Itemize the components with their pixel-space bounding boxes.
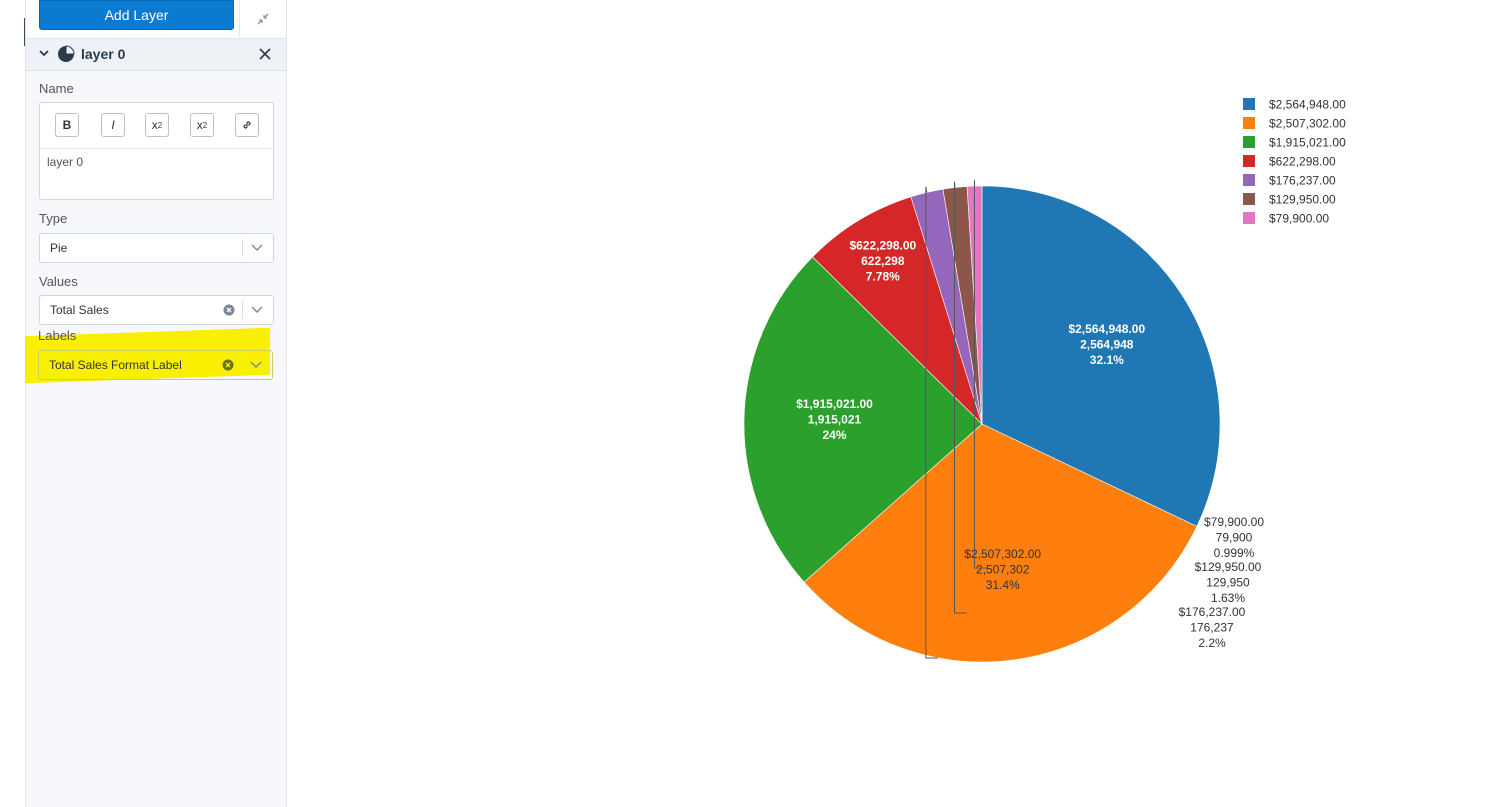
pie-slice-2 xyxy=(743,256,983,583)
chevron-down-icon[interactable] xyxy=(249,359,263,371)
legend-label-0: $2,564,948.00 xyxy=(1269,98,1346,112)
labels-label: Labels xyxy=(38,328,77,343)
leader-line-5 xyxy=(954,181,967,614)
slice-label-1-line-0: $2,507,302.00 xyxy=(964,547,1041,561)
legend-label-1: $2,507,302.00 xyxy=(1269,117,1346,131)
legend-swatch-5 xyxy=(1243,193,1255,205)
chevron-down-icon[interactable] xyxy=(250,242,264,254)
select-divider xyxy=(241,356,242,374)
slice-label-0-line-0: $2,564,948.00 xyxy=(1068,322,1145,336)
legend-swatch-1 xyxy=(1243,117,1255,129)
slice-label-0-line-2: 32.1% xyxy=(1090,353,1124,367)
legend-label-5: $129,950.00 xyxy=(1269,193,1336,207)
superscript-x: x xyxy=(196,118,203,132)
slice-label-5-line-1: 129,950 xyxy=(1206,576,1250,590)
slice-label-4-line-0: $176,237.00 xyxy=(1179,605,1246,619)
italic-button[interactable]: I xyxy=(101,113,125,137)
slice-label-4-line-1: 176,237 xyxy=(1190,621,1234,635)
link-button[interactable] xyxy=(235,113,259,137)
slice-label-2-line-2: 24% xyxy=(822,428,846,442)
collapse-icon xyxy=(257,13,269,24)
chevron-down-icon[interactable] xyxy=(250,304,264,316)
pie-slice-1 xyxy=(803,423,1198,663)
labels-select[interactable]: Total Sales Format Label xyxy=(38,350,273,380)
legend-swatch-2 xyxy=(1243,136,1255,148)
values-select[interactable]: Total Sales xyxy=(39,295,274,325)
slice-label-3-line-2: 7.78% xyxy=(866,269,900,283)
slice-label-6-line-1: 79,900 xyxy=(1216,531,1253,545)
pie-slice-3 xyxy=(812,196,983,425)
legend-swatch-4 xyxy=(1243,174,1255,186)
legend-swatch-3 xyxy=(1243,155,1255,167)
type-select[interactable]: Pie xyxy=(39,233,274,263)
sidebar-toolbar: Add Layer xyxy=(26,0,286,38)
slice-label-3-line-1: 622,298 xyxy=(861,254,905,268)
legend-swatch-0 xyxy=(1243,98,1255,110)
pie-slice-0 xyxy=(981,185,1221,527)
legend-label-6: $79,900.00 xyxy=(1269,212,1329,226)
slice-label-6-line-0: $79,900.00 xyxy=(1204,515,1264,529)
name-input[interactable]: layer 0 xyxy=(47,155,84,169)
type-value: Pie xyxy=(50,241,68,255)
slice-label-3-line-0: $622,298.00 xyxy=(849,238,916,252)
legend-swatch-6 xyxy=(1243,212,1255,224)
close-icon[interactable] xyxy=(258,47,272,61)
values-label: Values xyxy=(39,274,78,289)
add-layer-button[interactable]: Add Layer xyxy=(39,0,234,30)
slice-label-1-line-1: 2,507,302 xyxy=(976,563,1030,577)
legend-label-3: $622,298.00 xyxy=(1269,155,1336,169)
leader-line-6 xyxy=(973,180,987,569)
labels-value: Total Sales Format Label xyxy=(49,358,182,372)
superscript-digit: 2 xyxy=(202,120,208,130)
layer-header[interactable]: layer 0 xyxy=(26,38,286,71)
clear-icon[interactable] xyxy=(222,359,234,371)
legend-label-4: $176,237.00 xyxy=(1269,174,1336,188)
slice-label-2-line-1: 1,915,021 xyxy=(808,413,862,427)
name-label: Name xyxy=(39,81,74,96)
left-gutter xyxy=(0,0,25,807)
link-icon xyxy=(243,121,251,129)
slice-label-6-line-2: 0.999% xyxy=(1214,546,1255,560)
legend-label-2: $1,915,021.00 xyxy=(1269,136,1346,150)
values-value: Total Sales xyxy=(50,303,109,317)
slice-label-0-line-1: 2,564,948 xyxy=(1080,338,1134,352)
slice-label-5-line-2: 1.63% xyxy=(1211,591,1245,605)
collapse-panel-button[interactable] xyxy=(239,0,286,37)
leader-line-4 xyxy=(925,186,938,659)
subscript-digit: 2 xyxy=(157,120,163,130)
select-divider xyxy=(242,301,243,319)
type-label: Type xyxy=(39,211,68,226)
chevron-down-icon[interactable] xyxy=(38,48,50,58)
subscript-x: x xyxy=(151,118,158,132)
slice-label-1-line-2: 31.4% xyxy=(986,578,1020,592)
slice-label-5-line-0: $129,950.00 xyxy=(1195,560,1262,574)
pie-chart-icon xyxy=(58,45,75,62)
bold-button[interactable]: B xyxy=(55,113,79,137)
slice-label-2-line-0: $1,915,021.00 xyxy=(796,397,873,411)
clear-icon[interactable] xyxy=(223,304,235,316)
select-divider xyxy=(242,239,243,257)
slice-label-4-line-2: 2.2% xyxy=(1198,636,1226,650)
layer-title: layer 0 xyxy=(81,46,126,62)
